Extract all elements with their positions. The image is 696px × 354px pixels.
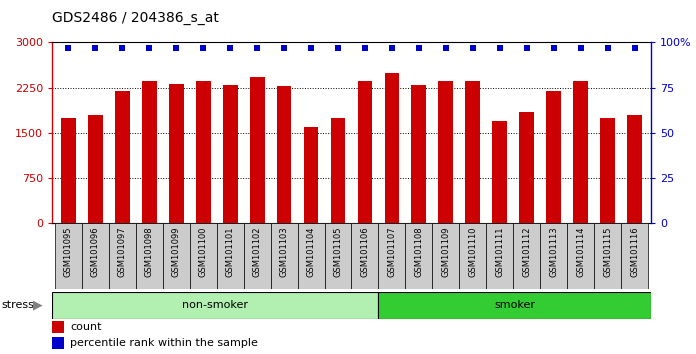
Point (278, 45, 290, 51)
Bar (136, 223, 163, 289)
Point (251, 45, 262, 51)
Point (602, 45, 613, 51)
Bar (384, 73, 400, 223)
Text: GSM101101: GSM101101 (226, 226, 235, 277)
Point (467, 45, 478, 51)
Point (90, 45, 101, 51)
Bar (190, 223, 216, 289)
Text: smoker: smoker (494, 300, 535, 310)
Point (413, 45, 425, 51)
Bar (163, 223, 190, 289)
Bar (405, 223, 432, 289)
Text: GSM101106: GSM101106 (361, 226, 370, 277)
Bar (55, 223, 82, 289)
Text: GSM101105: GSM101105 (333, 226, 342, 277)
Text: GSM101102: GSM101102 (253, 226, 262, 277)
Point (333, 45, 344, 51)
Text: GSM101095: GSM101095 (64, 226, 73, 277)
Point (225, 45, 236, 51)
Text: GSM101096: GSM101096 (91, 226, 100, 277)
Bar (52, 321, 64, 333)
Text: GSM101113: GSM101113 (549, 226, 558, 277)
Bar (61, 118, 76, 223)
Bar (331, 118, 345, 223)
Bar (567, 223, 594, 289)
Bar (379, 292, 651, 319)
Bar (88, 115, 103, 223)
Text: GSM101107: GSM101107 (388, 226, 397, 277)
Bar (411, 85, 426, 223)
Text: GSM101114: GSM101114 (576, 226, 585, 277)
Bar (298, 223, 324, 289)
Bar (142, 81, 157, 223)
Bar (250, 78, 264, 223)
Text: GSM101100: GSM101100 (198, 226, 207, 277)
Text: GDS2486 / 204386_s_at: GDS2486 / 204386_s_at (52, 11, 219, 25)
Point (386, 45, 397, 51)
Point (575, 45, 586, 51)
Point (359, 45, 370, 51)
Bar (276, 86, 292, 223)
Bar (574, 81, 588, 223)
Text: count: count (70, 322, 102, 332)
Bar (492, 121, 507, 223)
Point (63, 45, 74, 51)
Point (521, 45, 532, 51)
Text: GSM101097: GSM101097 (118, 226, 127, 277)
Bar (466, 81, 480, 223)
Bar (627, 115, 642, 223)
Bar (438, 81, 453, 223)
Text: GSM101116: GSM101116 (630, 226, 639, 277)
Point (548, 45, 560, 51)
Bar (216, 223, 244, 289)
Bar (52, 337, 64, 349)
Text: GSM101108: GSM101108 (414, 226, 423, 277)
Bar (351, 223, 379, 289)
Bar (540, 223, 567, 289)
Point (198, 45, 209, 51)
Text: percentile rank within the sample: percentile rank within the sample (70, 338, 258, 348)
Bar (459, 223, 487, 289)
Bar (169, 84, 184, 223)
Text: GSM101109: GSM101109 (441, 226, 450, 277)
Text: stress: stress (1, 300, 34, 310)
Bar (82, 223, 109, 289)
Bar (600, 118, 615, 223)
Point (441, 45, 452, 51)
Text: non-smoker: non-smoker (182, 300, 248, 310)
Bar (621, 223, 648, 289)
Text: GSM101111: GSM101111 (496, 226, 505, 277)
Point (306, 45, 317, 51)
Bar (223, 85, 237, 223)
Text: GSM101110: GSM101110 (468, 226, 477, 277)
Text: GSM101104: GSM101104 (306, 226, 315, 277)
Point (117, 45, 128, 51)
Bar (379, 223, 405, 289)
Bar (487, 223, 513, 289)
Point (494, 45, 505, 51)
Bar (303, 127, 319, 223)
Bar (519, 112, 534, 223)
Text: GSM101099: GSM101099 (172, 226, 181, 277)
Bar (594, 223, 621, 289)
Text: GSM101098: GSM101098 (145, 226, 154, 277)
Bar (358, 81, 372, 223)
Text: ▶: ▶ (33, 299, 43, 312)
Text: GSM101112: GSM101112 (522, 226, 531, 277)
Bar (196, 81, 211, 223)
Bar (432, 223, 459, 289)
Bar (52, 292, 379, 319)
Bar (271, 223, 298, 289)
Text: GSM101115: GSM101115 (603, 226, 612, 277)
Bar (546, 91, 561, 223)
Point (143, 45, 155, 51)
Text: GSM101103: GSM101103 (280, 226, 289, 277)
Bar (109, 223, 136, 289)
Bar (244, 223, 271, 289)
Bar (513, 223, 540, 289)
Point (629, 45, 640, 51)
Point (171, 45, 182, 51)
Bar (115, 91, 129, 223)
Bar (324, 223, 351, 289)
